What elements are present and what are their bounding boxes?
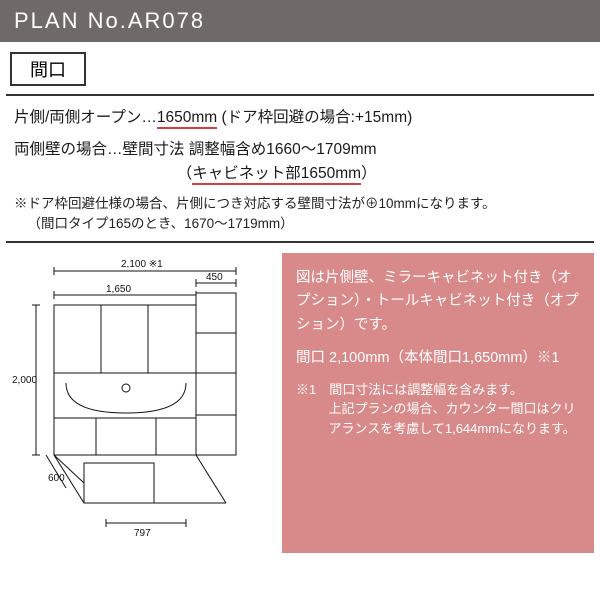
cabinet-diagram: 2,100 ※1 450 1,650 2,000 600 797 bbox=[6, 253, 276, 553]
dim-2000: 2,000 bbox=[12, 375, 37, 386]
info-p1: 図は片側壁、ミラーキャビネット付き（オプション）・トールキャビネット付き（オプシ… bbox=[296, 267, 580, 337]
plan-title: PLAN No.AR078 bbox=[14, 8, 205, 33]
section-label-wrap: 間口 bbox=[0, 42, 600, 94]
spec-row-1: 片側/両側オープン…1650mm (ドア枠回避の場合:+15mm) bbox=[14, 106, 586, 130]
spec1-val: 1650mm bbox=[157, 109, 217, 129]
plan-header: PLAN No.AR078 bbox=[0, 0, 600, 42]
info-p3: ※1 間口寸法には調整幅を含みます。 上記プランの場合、カウンター間口はクリアラ… bbox=[296, 380, 580, 439]
info-box: 図は片側壁、ミラーキャビネット付き（オプション）・トールキャビネット付き（オプシ… bbox=[282, 253, 594, 553]
spec-row-2: 両側壁の場合…壁間寸法 調整幅含め1660〜1709mm （キャビネット部165… bbox=[14, 138, 586, 186]
spec-note: ※ドア枠回避仕様の場合、片側につき対応する壁間寸法が⊕10mmになります。 （間… bbox=[14, 194, 586, 233]
dim-600: 600 bbox=[48, 473, 65, 484]
dim-450: 450 bbox=[206, 272, 223, 283]
lower-row: 2,100 ※1 450 1,650 2,000 600 797 図は片側壁、ミ… bbox=[0, 253, 600, 553]
spec1-pre: 片側/両側オープン… bbox=[14, 109, 157, 126]
spec1-suf: (ドア枠回避の場合:+15mm) bbox=[222, 109, 413, 126]
note1: ※ドア枠回避仕様の場合、片側につき対応する壁間寸法が⊕10mmになります。 bbox=[14, 194, 586, 214]
spec2a: 両側壁の場合…壁間寸法 調整幅含め1660〜1709mm bbox=[14, 138, 586, 162]
spec-box: 片側/両側オープン…1650mm (ドア枠回避の場合:+15mm) 両側壁の場合… bbox=[6, 94, 594, 243]
spec2b-pre: （ bbox=[177, 165, 193, 182]
dim-2100: 2,100 ※1 bbox=[121, 259, 163, 270]
note2: （間口タイプ165のとき、1670〜1719mm） bbox=[14, 214, 586, 234]
spec2b-val: キャビネット部1650mm bbox=[192, 165, 361, 185]
info-p2: 間口 2,100mm（本体間口1,650mm）※1 bbox=[296, 347, 580, 370]
dim-797: 797 bbox=[134, 528, 151, 539]
diagram-col: 2,100 ※1 450 1,650 2,000 600 797 bbox=[6, 253, 276, 553]
info-p3a: ※1 間口寸法には調整幅を含みます。 bbox=[296, 382, 523, 397]
spec2b-suf: ） bbox=[361, 165, 377, 182]
dim-1650: 1,650 bbox=[106, 284, 131, 295]
info-p3b: 上記プランの場合、カウンター間口はクリアランスを考慮して1,644mmになります… bbox=[296, 399, 580, 438]
section-label: 間口 bbox=[10, 52, 86, 86]
spec2b-line: （キャビネット部1650mm） bbox=[14, 162, 586, 186]
